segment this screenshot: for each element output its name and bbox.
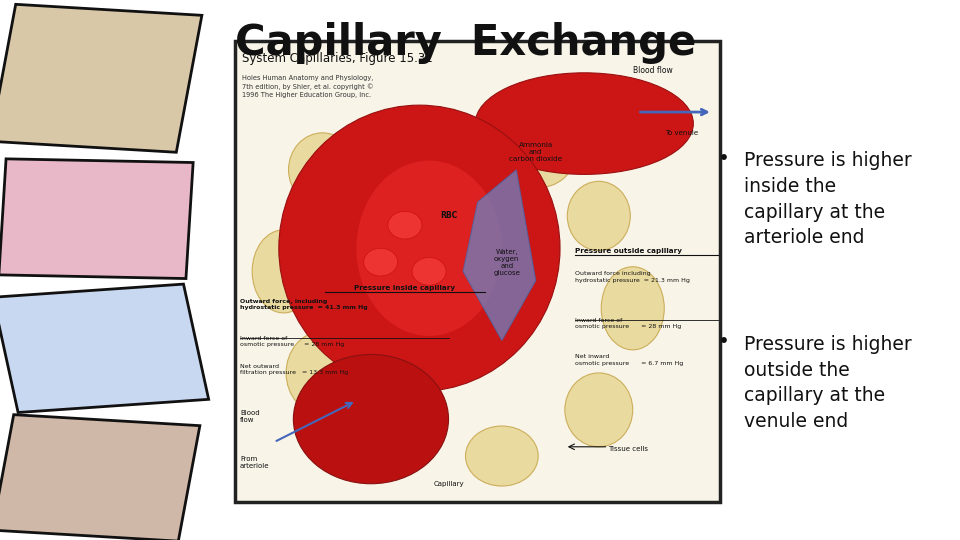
Polygon shape bbox=[0, 159, 193, 279]
Text: Net inward
osmotic pressure      = 6.7 mm Hg: Net inward osmotic pressure = 6.7 mm Hg bbox=[574, 354, 683, 366]
Polygon shape bbox=[0, 4, 202, 152]
Text: Holes Human Anatomy and Physiology,
7th edition, by Shier, et al. copyright ©
19: Holes Human Anatomy and Physiology, 7th … bbox=[243, 75, 374, 98]
Text: Water,
oxygen
and
glucose: Water, oxygen and glucose bbox=[493, 248, 520, 275]
Text: Pressure is higher
inside the
capillary at the
arteriole end: Pressure is higher inside the capillary … bbox=[744, 151, 912, 247]
Polygon shape bbox=[0, 284, 208, 413]
Text: Blood
flow: Blood flow bbox=[240, 410, 259, 423]
Text: Pressure outside capillary: Pressure outside capillary bbox=[574, 247, 682, 254]
Ellipse shape bbox=[289, 133, 356, 207]
Text: Blood flow: Blood flow bbox=[633, 66, 673, 75]
FancyBboxPatch shape bbox=[235, 40, 720, 502]
Text: To venule: To venule bbox=[664, 130, 698, 136]
Ellipse shape bbox=[356, 160, 502, 336]
Ellipse shape bbox=[466, 426, 539, 486]
Ellipse shape bbox=[475, 73, 693, 174]
Text: Net outward
filtration pressure   = 13.3 mm Hg: Net outward filtration pressure = 13.3 m… bbox=[240, 364, 348, 375]
Ellipse shape bbox=[407, 114, 470, 170]
Text: Pressure inside capillary: Pressure inside capillary bbox=[354, 285, 455, 291]
Ellipse shape bbox=[601, 267, 664, 350]
Text: From
arteriole: From arteriole bbox=[240, 456, 270, 469]
Text: Pressure is higher
outside the
capillary at the
venule end: Pressure is higher outside the capillary… bbox=[744, 335, 912, 431]
Ellipse shape bbox=[364, 248, 397, 276]
Text: •: • bbox=[718, 332, 730, 351]
Text: Outward force, including
hydrostatic pressure  = 41.3 mm Hg: Outward force, including hydrostatic pre… bbox=[240, 299, 368, 310]
Ellipse shape bbox=[252, 230, 315, 313]
Text: Inward force of
osmotic pressure     = 28 mm Hg: Inward force of osmotic pressure = 28 mm… bbox=[240, 336, 345, 347]
Ellipse shape bbox=[388, 211, 421, 239]
Text: System Capillaries, Figure 15.31: System Capillaries, Figure 15.31 bbox=[243, 52, 433, 65]
Ellipse shape bbox=[342, 401, 420, 465]
Polygon shape bbox=[463, 170, 536, 341]
Text: Capillary: Capillary bbox=[433, 481, 464, 487]
Ellipse shape bbox=[564, 373, 633, 447]
Ellipse shape bbox=[294, 354, 448, 484]
Ellipse shape bbox=[567, 181, 631, 251]
Text: Outward force including
hydrostatic pressure  = 21.3 mm Hg: Outward force including hydrostatic pres… bbox=[574, 271, 689, 282]
Text: •: • bbox=[718, 148, 730, 167]
Text: Capillary  Exchange: Capillary Exchange bbox=[235, 22, 696, 64]
Ellipse shape bbox=[412, 258, 446, 285]
Text: Ammonia
and
carbon dioxide: Ammonia and carbon dioxide bbox=[509, 142, 563, 162]
Ellipse shape bbox=[497, 124, 574, 188]
Ellipse shape bbox=[278, 105, 560, 392]
Text: Tissue cells: Tissue cells bbox=[609, 446, 649, 452]
Polygon shape bbox=[0, 415, 200, 540]
Text: Inward force of
osmotic pressure      = 28 mm Hg: Inward force of osmotic pressure = 28 mm… bbox=[574, 318, 681, 329]
Ellipse shape bbox=[286, 332, 359, 415]
Text: RBC: RBC bbox=[440, 212, 457, 220]
